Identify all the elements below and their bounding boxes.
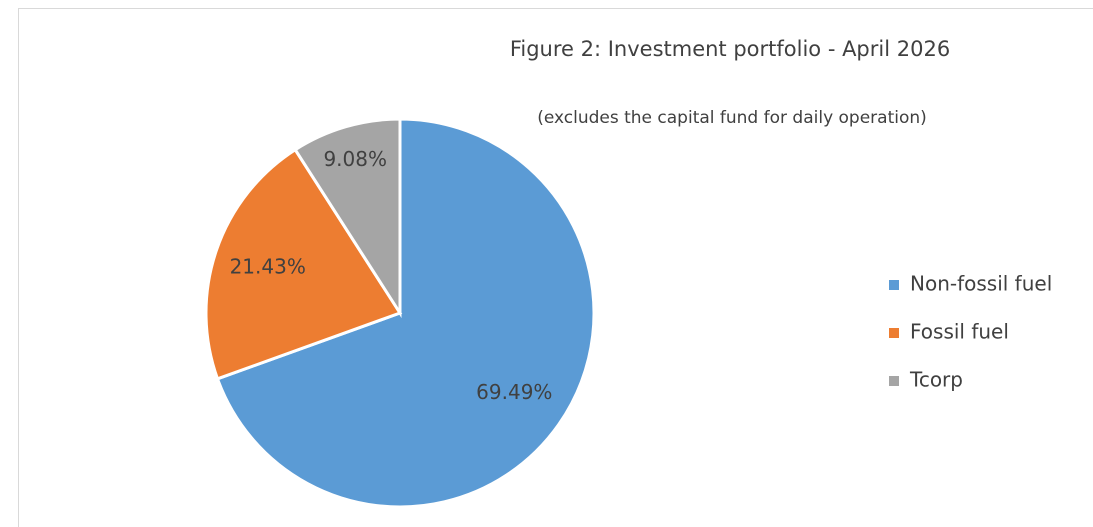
legend-swatch	[889, 280, 899, 290]
data-label: 21.43%	[230, 255, 306, 279]
legend-label: Tcorp	[909, 368, 963, 392]
legend-label: Non-fossil fuel	[910, 272, 1052, 296]
chart-subtitle: (excludes the capital fund for daily ope…	[537, 108, 927, 128]
data-label: 9.08%	[323, 147, 387, 171]
chart-title: Figure 2: Investment portfolio - April 2…	[510, 37, 950, 61]
legend-label: Fossil fuel	[910, 320, 1009, 344]
pie-slice	[215, 117, 596, 509]
data-label: 69.49%	[476, 380, 552, 404]
pie-slice	[293, 117, 402, 319]
legend-swatch	[889, 376, 899, 386]
pie-slice	[204, 147, 403, 381]
legend-swatch	[889, 328, 899, 338]
